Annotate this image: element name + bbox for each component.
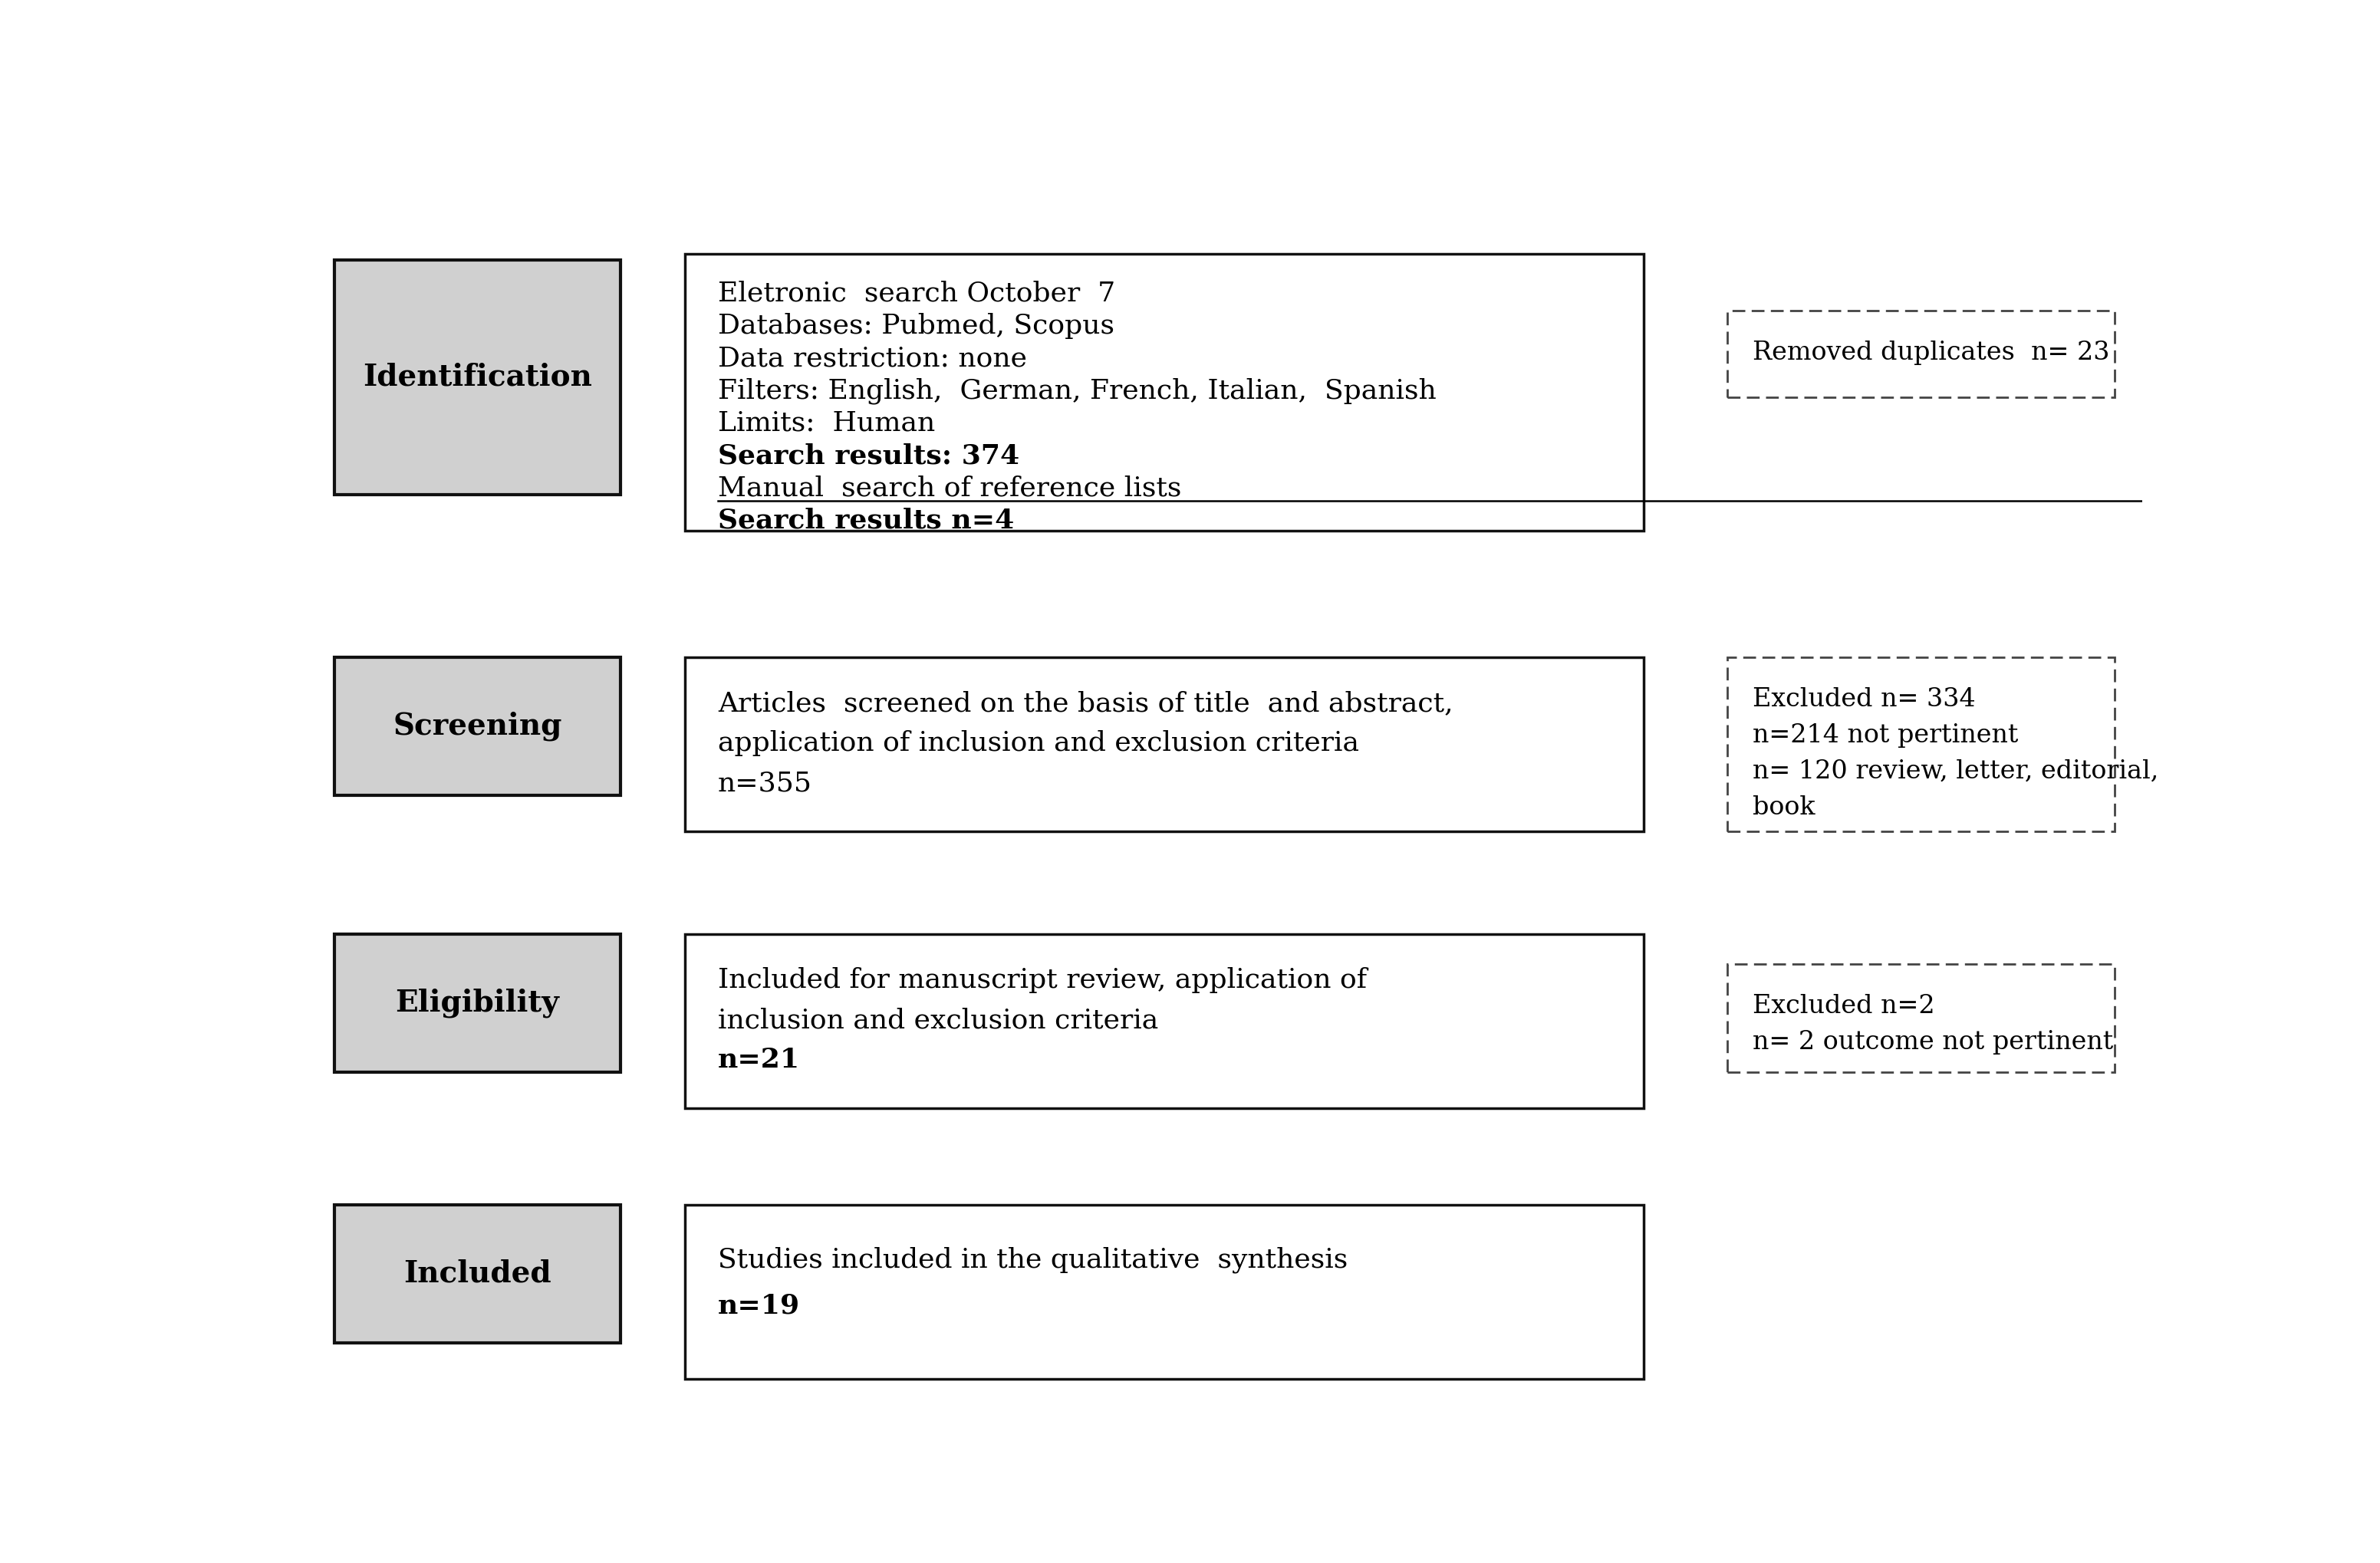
FancyBboxPatch shape	[685, 1205, 1645, 1379]
Text: n= 120 review, letter, editorial,: n= 120 review, letter, editorial,	[1752, 760, 2159, 783]
Text: Search results: 374: Search results: 374	[719, 442, 1019, 469]
Text: inclusion and exclusion criteria: inclusion and exclusion criteria	[719, 1007, 1159, 1033]
FancyBboxPatch shape	[333, 933, 621, 1072]
FancyBboxPatch shape	[1728, 656, 2113, 832]
Text: Identification: Identification	[362, 363, 593, 392]
Text: Data restriction: none: Data restriction: none	[719, 345, 1028, 372]
FancyBboxPatch shape	[333, 1205, 621, 1343]
Text: Included: Included	[405, 1260, 552, 1288]
FancyBboxPatch shape	[1728, 964, 2113, 1072]
FancyBboxPatch shape	[333, 656, 621, 796]
Text: Excluded n=2: Excluded n=2	[1752, 994, 1935, 1019]
Text: Search results n=4: Search results n=4	[719, 508, 1014, 535]
Text: Removed duplicates  n= 23: Removed duplicates n= 23	[1752, 341, 2109, 364]
Text: Studies included in the qualitative  synthesis: Studies included in the qualitative synt…	[719, 1247, 1347, 1274]
Text: Eligibility: Eligibility	[395, 988, 559, 1018]
Text: Eletronic  search October  7: Eletronic search October 7	[719, 280, 1116, 306]
Text: n=19: n=19	[719, 1293, 800, 1319]
Text: Included for manuscript review, application of: Included for manuscript review, applicat…	[719, 967, 1366, 994]
Text: Filters: English,  German, French, Italian,  Spanish: Filters: English, German, French, Italia…	[719, 378, 1438, 405]
Text: Databases: Pubmed, Scopus: Databases: Pubmed, Scopus	[719, 313, 1114, 339]
FancyBboxPatch shape	[685, 933, 1645, 1108]
FancyBboxPatch shape	[685, 253, 1645, 530]
Text: n=355: n=355	[719, 771, 812, 796]
Text: n=21: n=21	[719, 1047, 800, 1072]
Text: Limits:  Human: Limits: Human	[719, 410, 935, 436]
FancyBboxPatch shape	[685, 656, 1645, 832]
FancyBboxPatch shape	[1728, 311, 2113, 397]
Text: Screening: Screening	[393, 711, 562, 741]
Text: n= 2 outcome not pertinent: n= 2 outcome not pertinent	[1752, 1030, 2113, 1055]
Text: application of inclusion and exclusion criteria: application of inclusion and exclusion c…	[719, 730, 1359, 756]
Text: Articles  screened on the basis of title  and abstract,: Articles screened on the basis of title …	[719, 691, 1454, 717]
Text: Excluded n= 334: Excluded n= 334	[1752, 688, 1975, 711]
Text: book: book	[1752, 796, 1816, 821]
FancyBboxPatch shape	[333, 259, 621, 494]
Text: n=214 not pertinent: n=214 not pertinent	[1752, 724, 2018, 747]
Text: Manual  search of reference lists: Manual search of reference lists	[719, 475, 1180, 502]
